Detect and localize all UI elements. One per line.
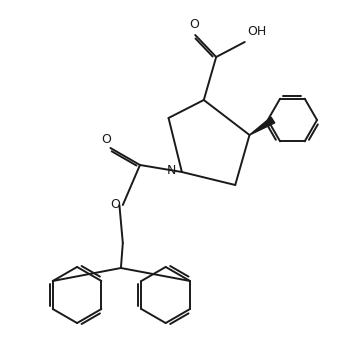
Text: N: N	[166, 164, 176, 177]
Text: O: O	[101, 133, 111, 146]
Text: O: O	[190, 18, 200, 31]
Text: O: O	[110, 198, 120, 211]
Polygon shape	[250, 117, 275, 135]
Text: OH: OH	[247, 25, 267, 38]
